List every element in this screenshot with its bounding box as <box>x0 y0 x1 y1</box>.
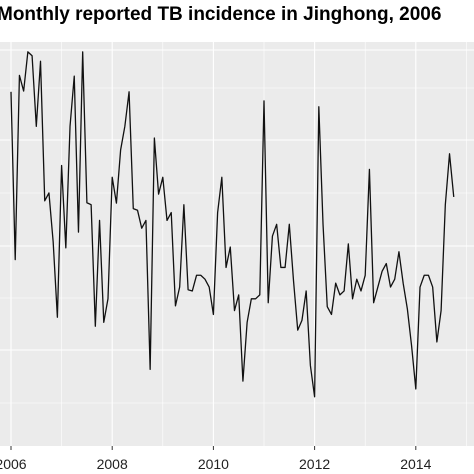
chart-title: Monthly reported TB incidence in Jinghon… <box>0 4 441 25</box>
x-tick-label: 2010 <box>198 456 229 472</box>
plot-panel <box>0 42 474 446</box>
x-tick-labels: 2006 2008 2010 2012 2014 <box>0 456 432 472</box>
x-tick-marks <box>10 446 417 450</box>
x-tick-label: 2006 <box>0 456 27 472</box>
grid-lines <box>0 42 474 446</box>
x-tick-label: 2008 <box>97 456 128 472</box>
x-tick-label: 2012 <box>299 456 330 472</box>
x-tick-label: 2014 <box>400 456 431 472</box>
series-line <box>10 51 455 398</box>
